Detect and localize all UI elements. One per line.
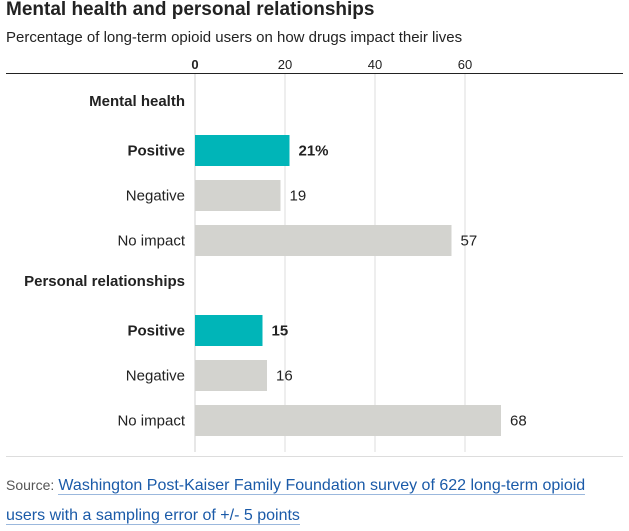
bar-value-label: 68	[510, 413, 527, 430]
source-note: Source: Washington Post-Kaiser Family Fo…	[6, 470, 621, 531]
x-tick-label: 40	[368, 57, 382, 72]
bar	[195, 135, 290, 166]
bar	[195, 180, 281, 211]
bar-category-label: Negative	[126, 368, 185, 385]
group-label: Mental health	[89, 93, 185, 110]
bar-category-label: Positive	[127, 143, 185, 160]
x-tick-label: 0	[191, 57, 198, 72]
group-label: Personal relationships	[24, 273, 185, 290]
bar	[195, 225, 452, 256]
x-tick-label: 60	[458, 57, 472, 72]
bar	[195, 315, 263, 346]
x-tick-label: 20	[278, 57, 292, 72]
bar	[195, 405, 501, 436]
bar-category-label: Positive	[127, 323, 185, 340]
bar-category-label: No impact	[117, 413, 185, 430]
bar-category-label: No impact	[117, 233, 185, 250]
bar-category-label: Negative	[126, 188, 185, 205]
bar-value-label: 21%	[299, 143, 329, 160]
bar-value-label: 57	[461, 233, 478, 250]
chart-subtitle: Percentage of long-term opioid users on …	[6, 29, 463, 46]
bar-value-label: 15	[272, 323, 289, 340]
bar	[195, 360, 267, 391]
bar-value-label: 19	[290, 188, 307, 205]
bar-value-label: 16	[276, 368, 293, 385]
source-label: Source:	[6, 477, 55, 493]
chart-title: Mental health and personal relationships	[6, 0, 375, 20]
source-link[interactable]: Washington Post-Kaiser Family Foundation…	[6, 477, 586, 525]
bar-chart: 0 20 40 60 Mental health Positive 21% Negative 1…	[6, 57, 623, 457]
